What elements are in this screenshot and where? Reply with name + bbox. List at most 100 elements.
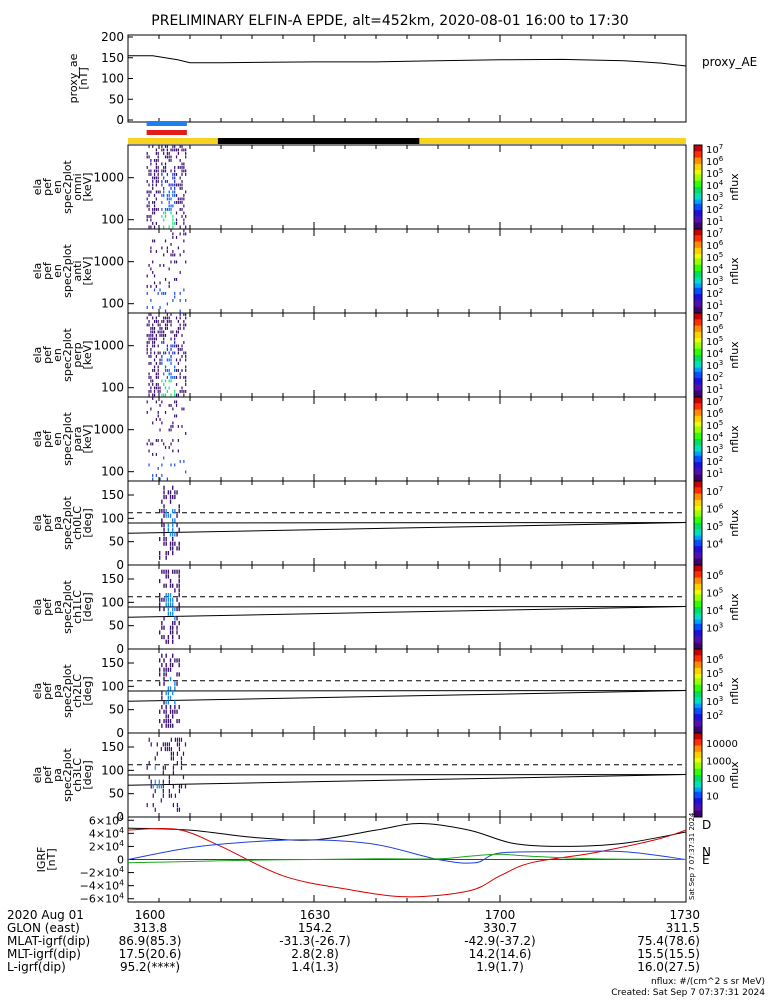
spectrogram-cell [165,705,167,710]
spectrogram-cell [155,180,157,183]
colorbar-cell [694,764,702,768]
spectrogram-cell [170,393,172,397]
spectrogram-cell [157,411,159,414]
spectrogram-cell [163,292,165,295]
pa-ytick-label: 150 [101,488,124,502]
spectrogram-cell [183,288,185,292]
colorbar-tick-label: 103 [706,695,723,708]
spectrogram-cell [174,341,176,344]
colorbar-cell [694,239,702,243]
colorbar-cell [694,552,702,555]
colorbar-cell [694,772,702,776]
colorbar-cell [694,796,702,799]
colorbar-cell [694,380,702,383]
spectrogram-cell [153,204,156,208]
colorbar-cell [694,793,702,797]
colorbar-cell [694,588,702,591]
spectrogram-cell [163,672,165,677]
colorbar-cell [694,697,702,700]
spectrogram-cell [155,337,157,341]
ylabel-line: en [51,432,64,446]
spectrogram-cell [156,751,158,756]
colorbar-cell [694,525,702,528]
spectrogram-cell [170,187,172,190]
spectrogram-cell [166,152,168,155]
spectrogram-cell [176,737,179,742]
spectrogram-cell [168,793,170,798]
colorbar-cell [694,733,702,736]
spectrogram-cell [177,449,179,453]
spectrogram-cell [170,379,172,383]
spectrogram-cell [179,145,181,148]
spectrogram-cell [164,365,167,369]
colorbar-cell [694,266,702,270]
colorbar-cell [694,560,702,564]
spectrogram-cell [150,285,152,288]
spectrogram-cell [170,751,172,756]
spectrogram-cell [159,323,161,327]
spectrogram-cell [172,532,174,537]
spectrogram-cell [185,358,187,362]
ylabel-line: spec2plot [61,412,74,466]
colorbar-cell [694,722,702,726]
ylabel-line: ela [31,179,44,196]
spectrogram-cell [179,208,181,211]
colorbar-cell [694,667,702,671]
spectrogram-cell [160,784,162,789]
spectrogram-cell [178,579,180,584]
spectrogram-cell [168,208,170,211]
spectrogram-cell [177,148,179,152]
colorbar-cell [694,279,702,282]
spectrogram-cell [146,274,148,278]
spectrogram-cell [168,155,170,159]
spectrogram-cell [174,700,176,705]
igrf-D-line [127,827,687,898]
colorbar-cell [694,254,702,257]
spectrogram-cell [150,742,152,747]
spectrogram-cell [164,180,167,183]
colorbar-cell [694,615,702,618]
colorbar-cell [694,462,702,465]
spectrogram-cell [159,537,161,542]
ephemeris-value: 1700 [484,908,516,922]
spectrogram-cell [181,369,183,372]
colorbar-cell [694,363,702,366]
spectrogram-cell [148,439,150,442]
spectrogram-cell [169,625,172,630]
spectrogram-cell [153,176,156,180]
colorbar-tick-label: 101 [706,299,723,312]
spectrogram-cell [166,323,168,327]
plot-title: PRELIMINARY ELFIN-A EPDE, alt=452km, 202… [151,13,628,29]
spectrogram-cell [179,292,181,295]
spectrogram-cell [181,390,183,393]
colorbar-cell [694,674,702,677]
spectrogram-cell [155,222,157,225]
spectrogram-cell [157,190,159,194]
energy-spectrogram-2 [127,312,687,398]
spectrogram-cell [167,551,170,556]
spectrogram-cell [181,386,183,390]
colorbar-cell [694,657,702,660]
colorbar-cell [694,302,702,306]
spectrogram-cell [172,518,174,523]
spectrogram-cell [161,162,163,166]
spectrogram-cell [172,485,174,490]
ephemeris-row-label: MLAT-igrf(dip) [7,934,91,948]
spectrogram-cell [157,414,159,418]
colorbar-cell [694,602,702,606]
spectrogram-cell [161,183,163,187]
colorbar-cell [694,672,702,675]
spectrogram-cell [163,658,165,663]
spectrogram-cell [169,579,172,584]
spectrogram-cell [185,432,187,435]
spectrogram-cell [165,583,167,588]
colorbar-cell [694,688,702,692]
ephemeris-value: 14.2(14.6) [468,947,532,961]
ylabel-line: en [51,348,64,362]
spectrogram-cell [165,667,167,672]
colorbar-cell [694,317,702,320]
colorbar-cell [694,199,702,203]
ylabel-line: proxy_ae [67,53,80,103]
